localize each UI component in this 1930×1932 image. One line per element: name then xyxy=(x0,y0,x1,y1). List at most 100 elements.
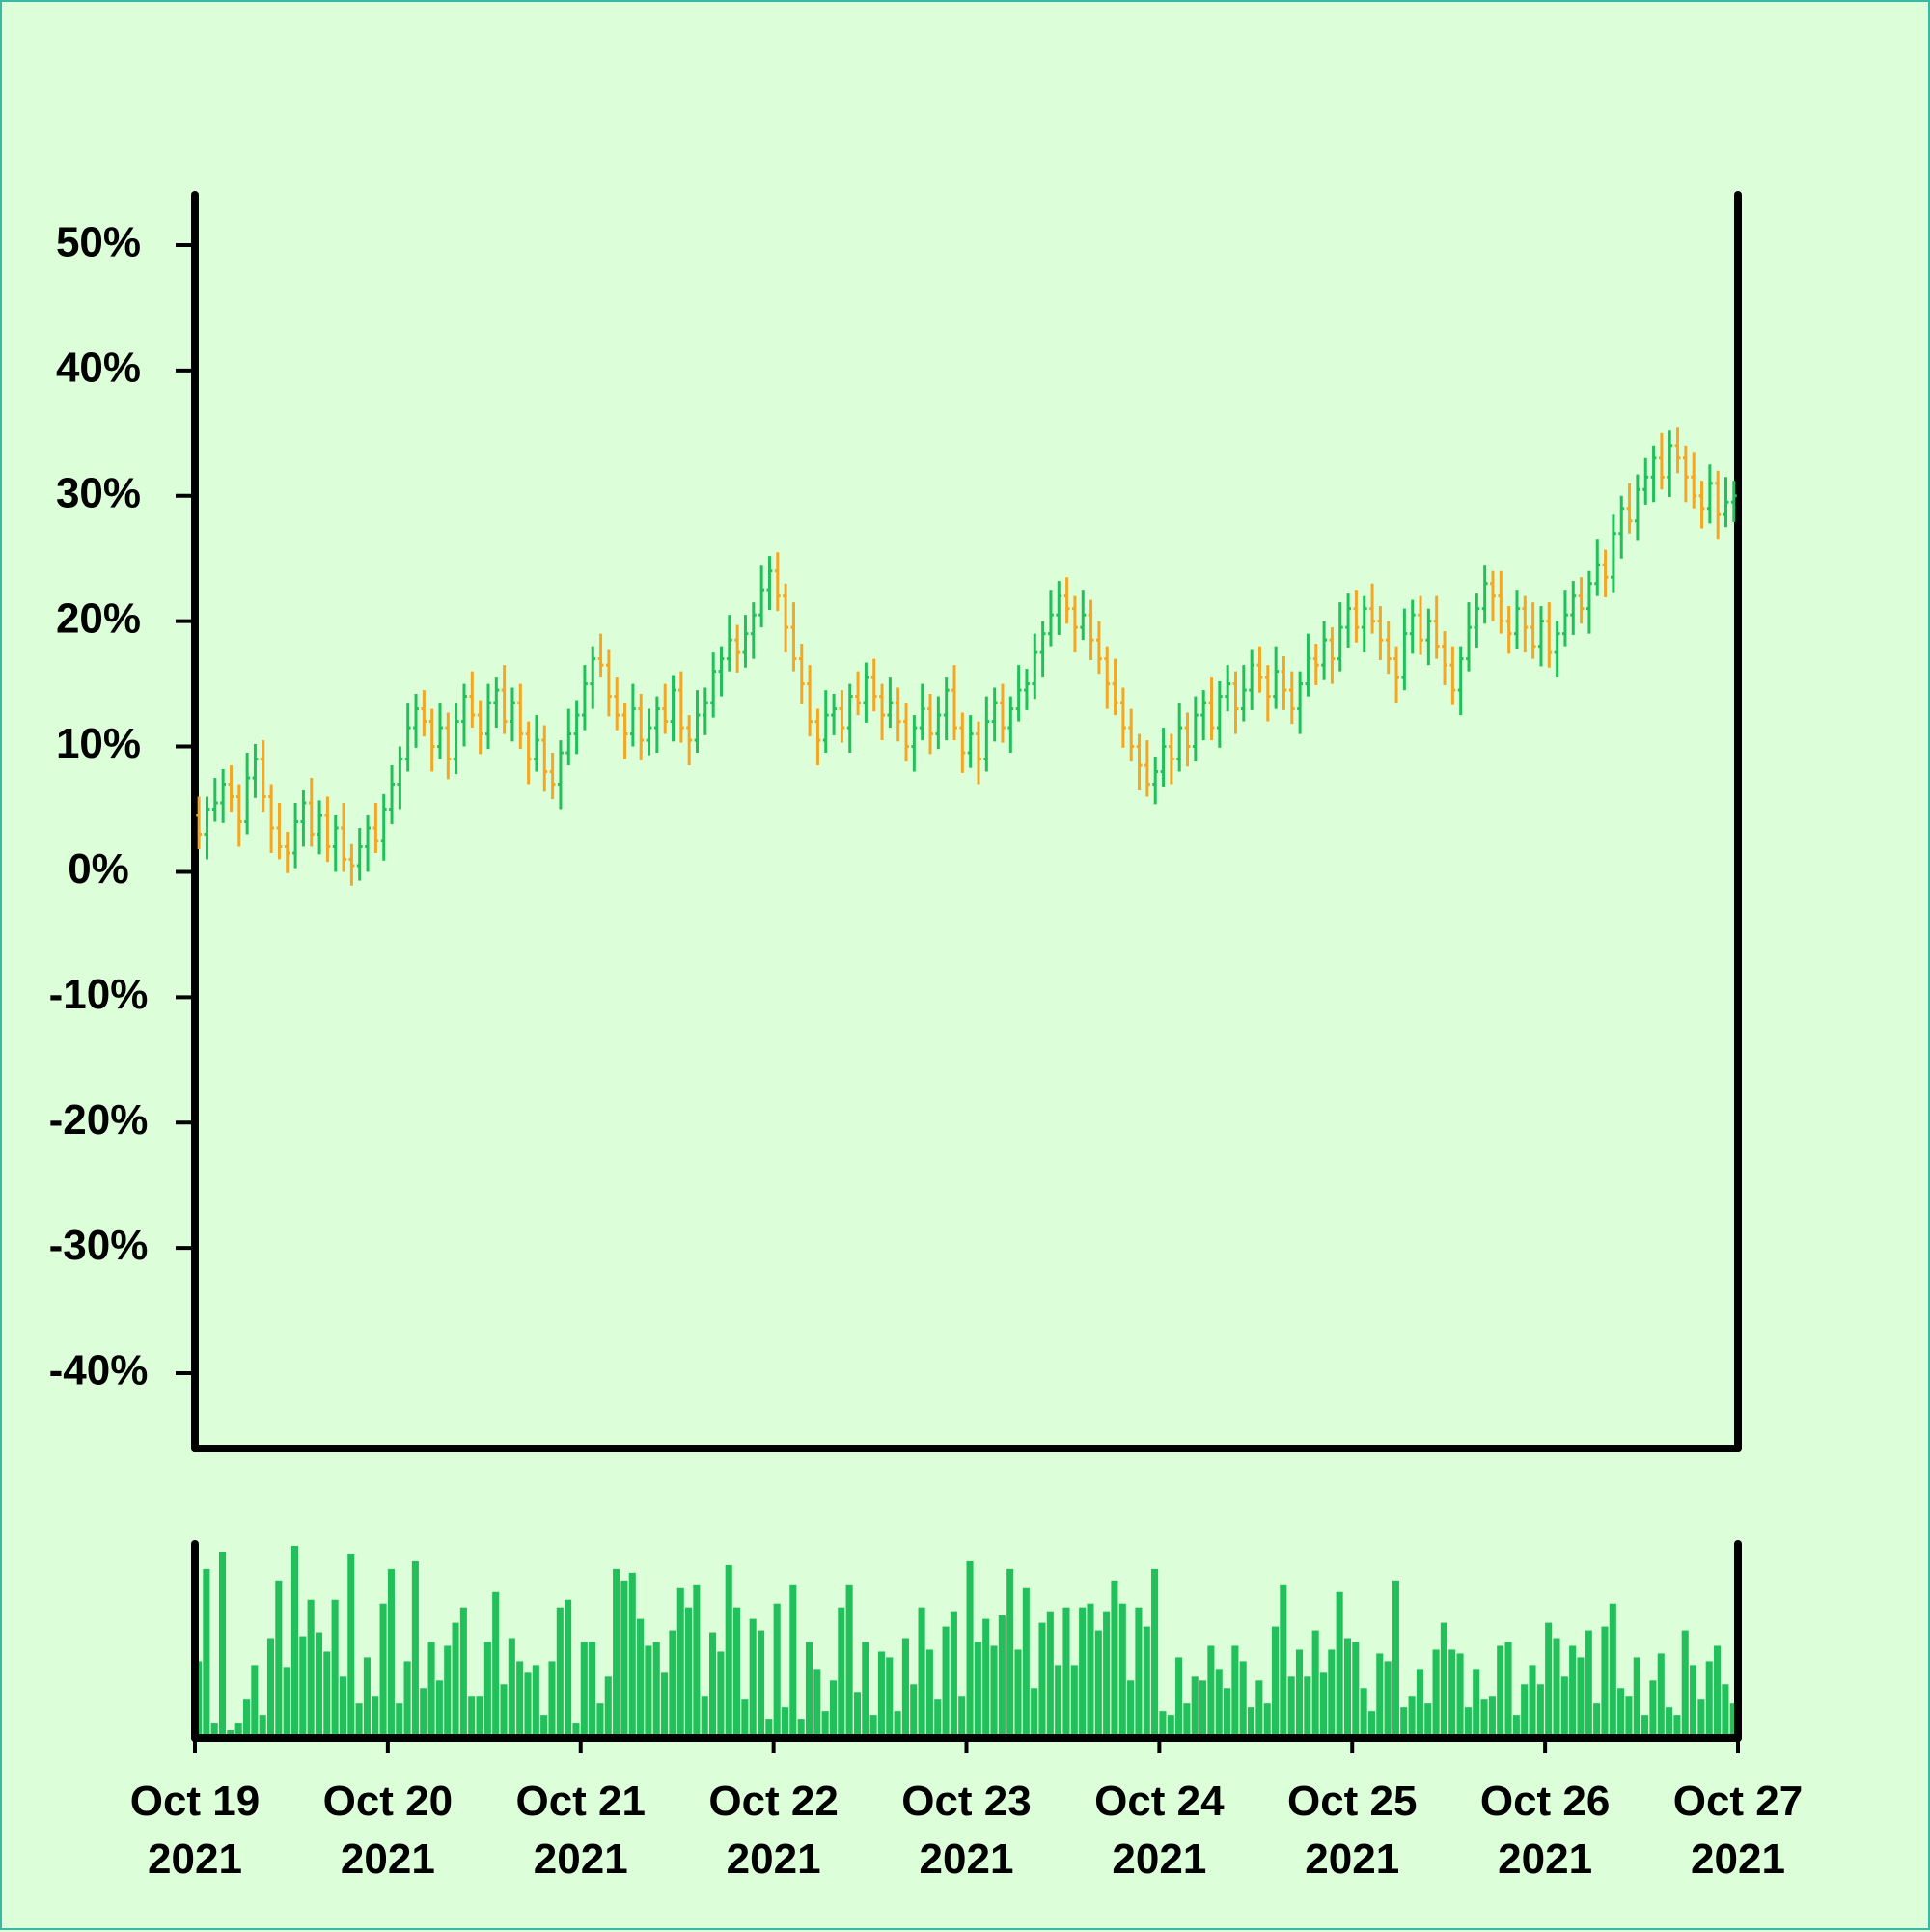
volume-bar xyxy=(1729,1703,1737,1738)
volume-bar xyxy=(757,1630,765,1738)
volume-bar xyxy=(355,1703,363,1738)
volume-bar xyxy=(1705,1661,1713,1738)
volume-bar xyxy=(1464,1707,1472,1738)
x-tick-label: Oct 27 2021 xyxy=(1672,1778,1804,1883)
volume-bar xyxy=(862,1642,869,1738)
volume-bar xyxy=(613,1568,620,1738)
volume-bar xyxy=(565,1599,572,1738)
volume-bar xyxy=(492,1591,500,1738)
volume-bar xyxy=(210,1723,218,1738)
volume-bar xyxy=(982,1618,990,1738)
volume-bar xyxy=(749,1618,757,1738)
x-tick-label: Oct 19 2021 xyxy=(129,1778,261,1883)
volume-bar xyxy=(372,1696,379,1738)
volume-bar xyxy=(1432,1649,1440,1738)
volume-bar xyxy=(379,1603,387,1738)
y-tick-label: -20% xyxy=(49,1096,149,1144)
volume-bar xyxy=(1473,1669,1480,1738)
volume-bar xyxy=(435,1680,443,1738)
volume-bar xyxy=(1062,1607,1070,1738)
volume-bar xyxy=(1127,1680,1135,1738)
volume-bar xyxy=(990,1645,998,1738)
volume-bar xyxy=(604,1676,612,1738)
volume-bar xyxy=(468,1696,476,1738)
volume-bar xyxy=(1448,1649,1456,1738)
volume-bar xyxy=(765,1719,773,1738)
volume-bar xyxy=(1497,1645,1504,1738)
volume-bar xyxy=(1521,1684,1529,1738)
volume-bar xyxy=(1255,1680,1263,1738)
volume-bar xyxy=(1231,1645,1239,1738)
volume-bar xyxy=(1151,1568,1159,1738)
volume-bar xyxy=(1175,1657,1183,1738)
x-tick-label: Oct 24 2021 xyxy=(1094,1778,1225,1883)
x-tick-label: Oct 26 2021 xyxy=(1479,1778,1611,1883)
y-tick-label: 30% xyxy=(56,469,141,516)
volume-bar xyxy=(1545,1622,1553,1738)
volume-bar xyxy=(1536,1684,1544,1738)
volume-bar xyxy=(1376,1653,1384,1738)
volume-bar xyxy=(259,1715,266,1738)
volume-bar xyxy=(323,1651,331,1738)
volume-bar xyxy=(1143,1626,1150,1738)
volume-bar xyxy=(925,1649,933,1738)
volume-bar xyxy=(1529,1665,1536,1738)
volume-bar xyxy=(853,1692,861,1738)
volume-bar xyxy=(1336,1591,1343,1738)
volume-bar xyxy=(789,1584,797,1738)
volume-bar xyxy=(1103,1611,1111,1738)
volume-bar xyxy=(821,1711,829,1738)
y-tick-label: 20% xyxy=(56,594,141,642)
volume-bar xyxy=(396,1703,403,1738)
volume-bar xyxy=(1416,1669,1423,1738)
volume-bar xyxy=(829,1680,838,1738)
volume-bar xyxy=(299,1636,307,1738)
volume-bar xyxy=(307,1599,315,1738)
volume-bar xyxy=(1384,1661,1392,1738)
volume-bar xyxy=(524,1672,532,1738)
volume-bar xyxy=(1657,1653,1665,1738)
volume-bar xyxy=(725,1564,732,1738)
volume-bar xyxy=(773,1603,781,1738)
volume-bar xyxy=(910,1684,918,1738)
volume-bar xyxy=(1424,1703,1432,1738)
volume-bar xyxy=(315,1632,323,1738)
volume-bar xyxy=(1183,1703,1191,1738)
volume-bar xyxy=(1319,1672,1328,1738)
volume-bar xyxy=(652,1642,660,1738)
volume-bar xyxy=(894,1711,901,1738)
volume-bar xyxy=(1440,1622,1448,1738)
volume-bar xyxy=(234,1723,242,1738)
volume-bar xyxy=(1641,1715,1649,1738)
volume-bar xyxy=(242,1699,251,1738)
volume-bar xyxy=(1079,1607,1087,1738)
volume-bar xyxy=(1456,1653,1464,1738)
volume-bar xyxy=(411,1560,419,1738)
volume-bar xyxy=(363,1657,371,1738)
volume-bar xyxy=(1625,1696,1633,1738)
volume-bar xyxy=(1360,1688,1367,1738)
volume-bar xyxy=(1046,1611,1054,1738)
volume-bar xyxy=(869,1715,877,1738)
volume-bar xyxy=(741,1699,749,1738)
y-tick-label: -40% xyxy=(49,1347,149,1394)
volume-bar xyxy=(1560,1676,1568,1738)
volume-bar xyxy=(459,1607,467,1738)
volume-bar xyxy=(1311,1630,1319,1738)
volume-bar xyxy=(637,1618,645,1738)
volume-bar xyxy=(669,1630,676,1738)
volume-bar xyxy=(709,1632,717,1738)
volume-bar xyxy=(476,1696,483,1738)
volume-bar xyxy=(620,1580,628,1738)
volume-bar xyxy=(1367,1711,1375,1738)
volume-bar xyxy=(251,1665,259,1738)
volume-bar xyxy=(797,1719,805,1738)
volume-bar xyxy=(1504,1642,1512,1738)
volume-bar xyxy=(1690,1665,1697,1738)
volume-bar xyxy=(1593,1703,1601,1738)
volume-bar xyxy=(1006,1568,1014,1738)
x-tick-label: Oct 20 2021 xyxy=(322,1778,454,1883)
volume-bar xyxy=(1480,1699,1488,1738)
volume-bar xyxy=(685,1607,693,1738)
